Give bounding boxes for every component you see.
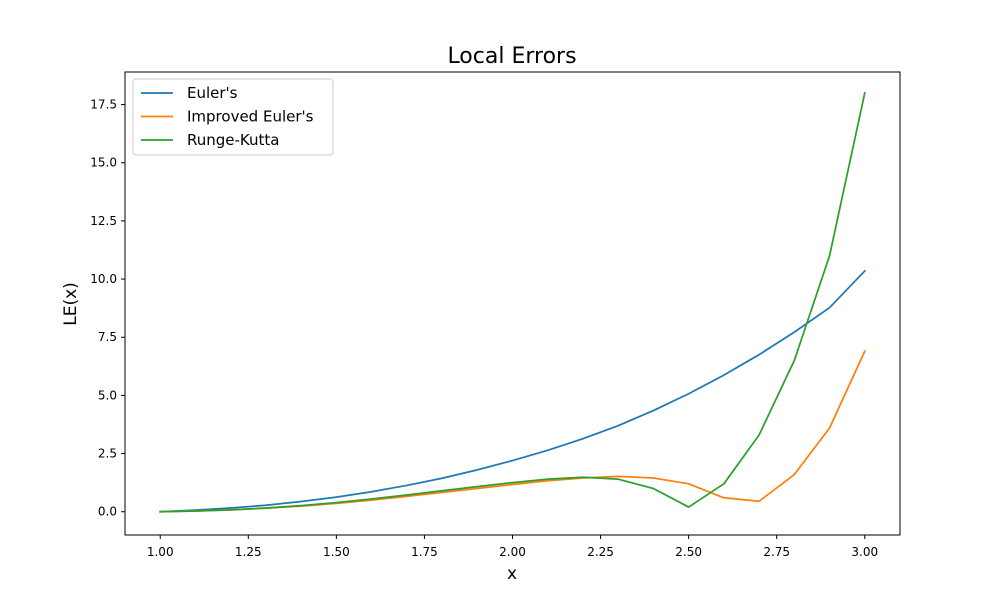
x-tick-label: 2.50 — [675, 545, 702, 559]
y-axis-label: LE(x) — [61, 282, 81, 326]
y-tick-label: 12.5 — [90, 214, 117, 228]
x-tick-label: 1.50 — [323, 545, 350, 559]
y-tick-label: 7.5 — [98, 330, 117, 344]
y-tick-label: 2.5 — [98, 447, 117, 461]
chart-title: Local Errors — [447, 44, 576, 69]
x-tick-label: 2.75 — [763, 545, 790, 559]
legend-label-2: Runge-Kutta — [187, 131, 279, 149]
legend-label-1: Improved Euler's — [187, 108, 314, 126]
legend-box — [132, 78, 334, 156]
legend: Euler's Improved Euler's Runge-Kutta — [132, 78, 334, 156]
x-tick-label: 3.00 — [851, 545, 878, 559]
y-tick-label: 15.0 — [90, 156, 117, 170]
legend-label-0: Euler's — [187, 84, 238, 102]
y-tick-label: 10.0 — [90, 272, 117, 286]
x-tick-label: 1.75 — [411, 545, 438, 559]
x-axis: 1.00 1.25 1.50 1.75 2.00 2.25 2.50 2.75 3.00 — [147, 535, 878, 559]
x-tick-label: 1.25 — [235, 545, 262, 559]
x-tick-label: 2.00 — [499, 545, 526, 559]
y-tick-label: 0.0 — [98, 505, 117, 519]
x-tick-label: 2.25 — [587, 545, 614, 559]
x-axis-label: x — [507, 564, 517, 584]
y-tick-label: 5.0 — [98, 388, 117, 402]
series-line-0 — [159, 269, 867, 513]
y-axis: 0.0 2.5 5.0 7.5 10.0 12.5 15.0 17.5 — [90, 98, 125, 519]
legend-entries: Euler's Improved Euler's Runge-Kutta — [141, 84, 314, 149]
y-tick-label: 17.5 — [90, 98, 117, 112]
x-tick-label: 1.00 — [147, 545, 174, 559]
series-line-2 — [159, 91, 866, 513]
plot-area — [124, 71, 901, 536]
series-layer — [159, 91, 867, 513]
